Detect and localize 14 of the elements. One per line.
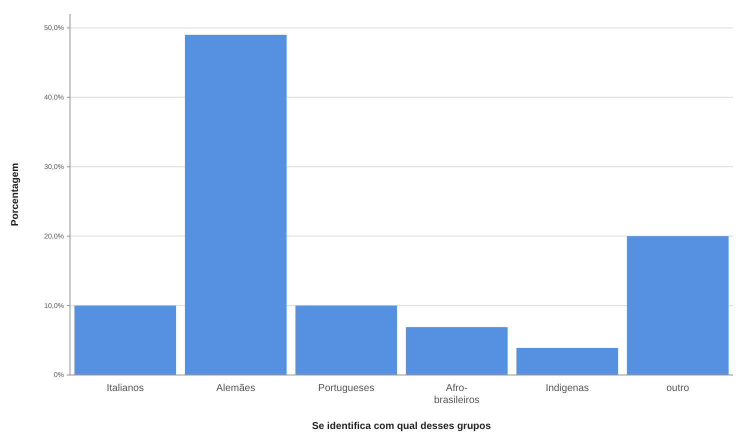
- bar: [406, 327, 508, 375]
- bar: [295, 306, 398, 375]
- bar: [74, 306, 176, 375]
- x-tick-label: Alemães: [216, 383, 256, 394]
- x-tick-label: Indigenas: [546, 383, 589, 394]
- x-tick-label: Afro- brasileiros: [434, 383, 480, 406]
- x-tick-label: Portugueses: [318, 383, 374, 394]
- x-tick-label: outro: [666, 383, 690, 394]
- y-axis-title: Porcentagem: [10, 162, 21, 226]
- bar: [184, 34, 287, 375]
- bar: [626, 236, 729, 375]
- x-tick-label: Italianos: [106, 383, 144, 394]
- bar: [516, 348, 618, 375]
- x-axis-title: Se identifica com qual desses grupos: [312, 421, 492, 432]
